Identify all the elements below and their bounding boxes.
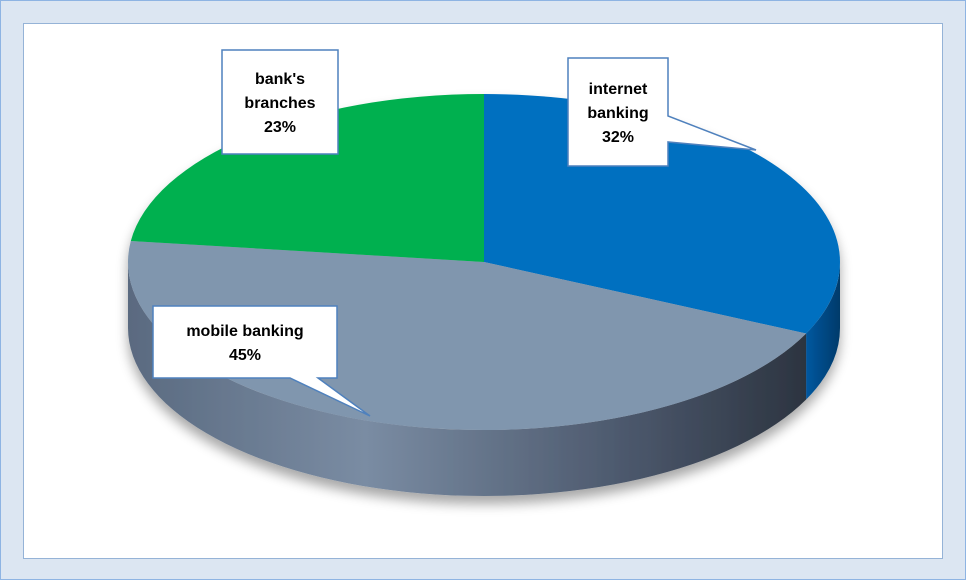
callout-box-0 bbox=[567, 57, 757, 167]
callout-box-1 bbox=[152, 305, 371, 417]
pie-slice-1 bbox=[127, 240, 807, 430]
pie-slice-2 bbox=[130, 94, 484, 262]
data-label-name-1: mobile banking bbox=[186, 323, 303, 340]
callout-box-2 bbox=[221, 49, 339, 155]
data-label-name-2: bank's bbox=[255, 71, 305, 88]
data-label-percent-0: 32% bbox=[602, 129, 634, 146]
data-label-percent-1: 45% bbox=[229, 347, 261, 364]
pie-side-0 bbox=[806, 262, 840, 400]
data-label-name-0: internet bbox=[589, 81, 648, 98]
data-label-name-0: banking bbox=[587, 105, 648, 122]
data-label-percent-2: 23% bbox=[264, 119, 296, 136]
pie-side-1 bbox=[127, 262, 807, 496]
data-label-name-2: branches bbox=[244, 95, 315, 112]
